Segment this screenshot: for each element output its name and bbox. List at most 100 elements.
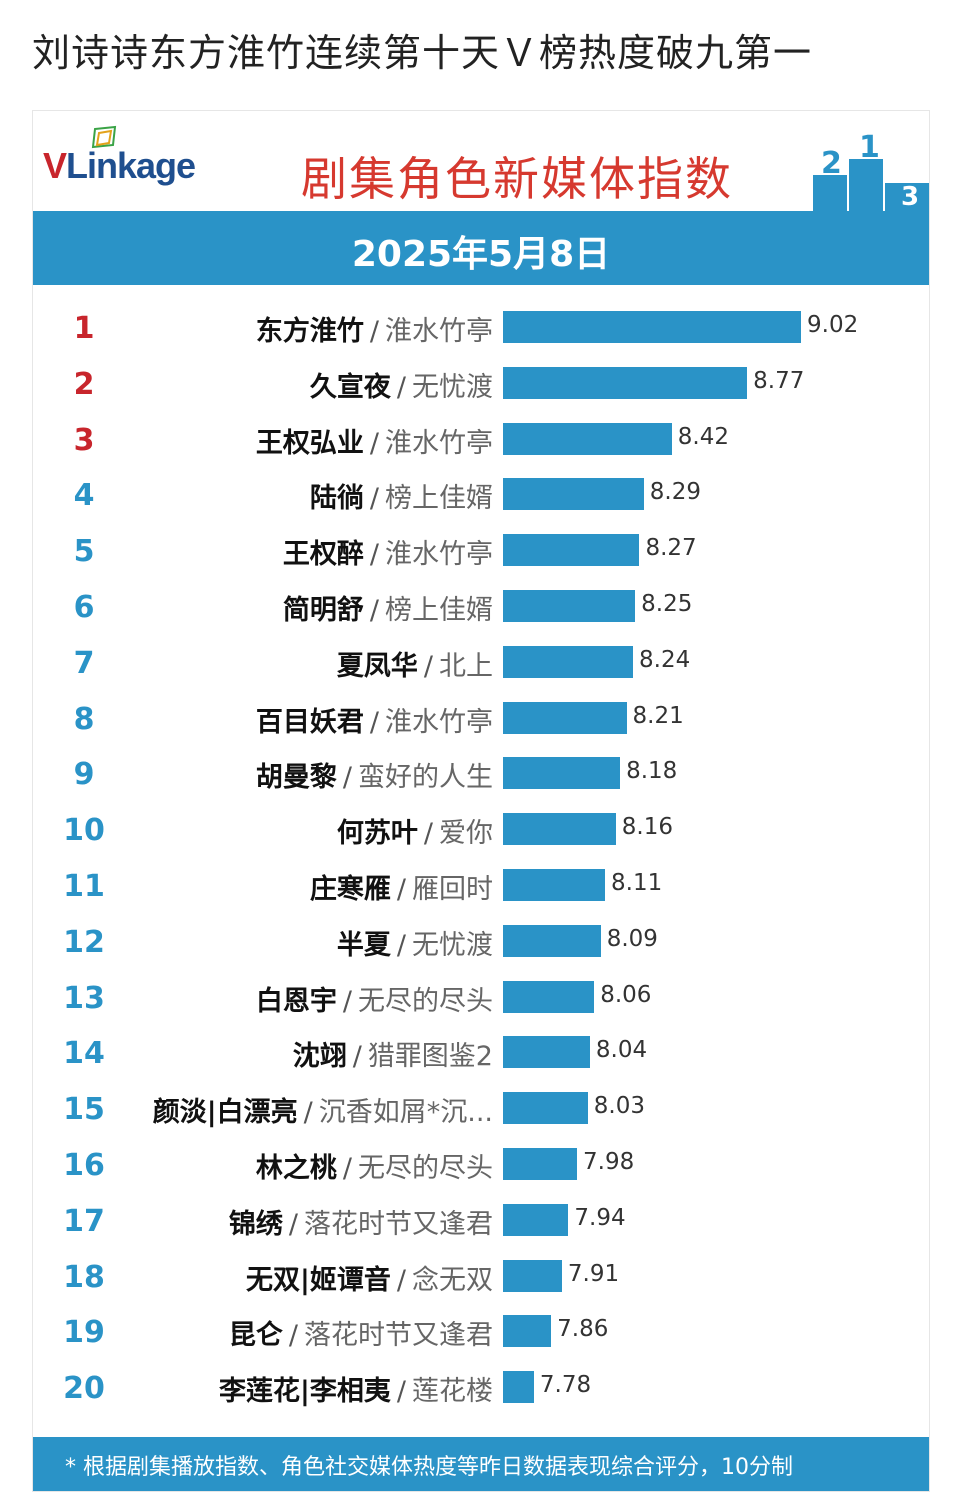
bar-value-label: 7.91	[567, 1260, 620, 1287]
bar-value-label: 8.03	[593, 1093, 645, 1120]
bar-value-label: 8.25	[641, 590, 693, 617]
row-label: 庄寒雁 / 雁回时	[310, 867, 493, 906]
bar	[503, 1147, 577, 1180]
row-label: 半夏 / 无忧渡	[337, 923, 493, 962]
label-separator: /	[423, 650, 433, 682]
label-separator: /	[369, 594, 379, 626]
vlinkage-logo: VLinkage	[43, 145, 196, 187]
label-separator: /	[342, 985, 352, 1017]
character-name: 陆徜	[309, 483, 364, 515]
show-title: 爱你	[439, 818, 493, 850]
rank-number: 5	[73, 534, 95, 570]
bar	[503, 1036, 590, 1069]
label-separator: /	[369, 427, 379, 459]
row-label: 百目妖君 / 淮水竹亭	[256, 700, 493, 739]
bar-value-label: 8.27	[645, 535, 697, 562]
chart-date: 2025年5月8日	[351, 234, 611, 275]
row-label: 颜淡|白漂亮 / 沉香如屑*沉...	[153, 1090, 493, 1129]
show-title: 北上	[439, 650, 493, 682]
podium-icon: 2 1 3	[813, 131, 929, 211]
show-title: 念无双	[412, 1264, 493, 1296]
rank-number: 8	[73, 701, 95, 737]
footer-note: * 根据剧集播放指数、角色社交媒体热度等昨日数据表现综合评分，10分制	[65, 1455, 793, 1480]
rank-number: 19	[63, 1315, 105, 1351]
bar	[503, 478, 644, 511]
label-separator: /	[288, 1320, 298, 1352]
rank-number: 7	[73, 645, 95, 681]
row-label: 白恩宇 / 无尽的尽头	[256, 979, 493, 1018]
bar	[503, 1315, 552, 1348]
label-separator: /	[369, 315, 379, 347]
bar-value-label: 8.21	[632, 702, 684, 729]
character-name: 庄寒雁	[309, 873, 391, 905]
show-title: 蛮好的人生	[358, 762, 493, 794]
bar	[503, 813, 616, 846]
footer-band: * 根据剧集播放指数、角色社交媒体热度等昨日数据表现综合评分，10分制	[33, 1437, 929, 1491]
bar	[503, 1092, 588, 1125]
label-separator: /	[369, 539, 379, 571]
show-title: 淮水竹亭	[385, 539, 493, 571]
show-title: 雁回时	[412, 873, 493, 905]
character-name: 久宣夜	[309, 371, 391, 403]
logo-text: Linkage	[66, 145, 196, 186]
rank-number: 4	[73, 478, 95, 514]
character-name: 李莲花|李相夷	[219, 1376, 391, 1408]
row-label: 锦绣 / 落花时节又逢君	[229, 1202, 493, 1241]
bar	[503, 757, 621, 790]
podium-digit-1: 1	[859, 131, 880, 165]
show-title: 淮水竹亭	[385, 315, 493, 347]
bar	[503, 1371, 534, 1404]
bar-value-label: 7.94	[574, 1204, 626, 1231]
rank-number: 17	[63, 1203, 105, 1239]
bar-value-label: 8.04	[595, 1037, 648, 1064]
bar-value-label: 7.98	[583, 1148, 635, 1175]
character-name: 简明舒	[282, 594, 364, 626]
row-label: 何苏叶 / 爱你	[337, 811, 493, 850]
label-separator: /	[396, 929, 406, 961]
label-separator: /	[369, 706, 379, 738]
bar	[503, 1259, 562, 1292]
label-separator: /	[303, 1097, 313, 1129]
bar	[503, 422, 672, 455]
label-separator: /	[369, 483, 379, 515]
row-label: 林之桃 / 无尽的尽头	[256, 1146, 493, 1185]
bar	[503, 310, 801, 343]
podium-digit-3: 3	[901, 182, 919, 211]
bar-value-label: 9.02	[807, 311, 859, 338]
show-title: 落花时节又逢君	[304, 1320, 493, 1352]
rank-number: 10	[63, 813, 105, 849]
bar-value-label: 8.11	[611, 869, 663, 896]
chart-title: 剧集角色新媒体指数	[301, 152, 733, 206]
bar	[503, 645, 633, 678]
row-label: 王权醉 / 淮水竹亭	[283, 532, 493, 571]
character-name: 无双|姬谭音	[246, 1264, 391, 1296]
logo-mark-icon	[91, 125, 117, 149]
bar-value-label: 8.09	[606, 925, 658, 952]
label-separator: /	[342, 762, 352, 794]
bar-value-label: 8.24	[639, 646, 691, 673]
bar-value-label: 8.29	[649, 479, 701, 506]
show-title: 无忧渡	[412, 371, 493, 403]
bar-value-label: 8.77	[753, 367, 805, 394]
show-title: 榜上佳婿	[385, 483, 493, 515]
rank-number: 6	[73, 589, 95, 625]
show-title: 无尽的尽头	[358, 985, 493, 1017]
row-label: 东方淮竹 / 淮水竹亭	[256, 309, 493, 348]
rank-number: 3	[73, 422, 95, 458]
rank-number: 9	[73, 757, 95, 793]
character-name: 百目妖君	[255, 706, 364, 738]
bar	[503, 980, 595, 1013]
show-title: 猎罪图鉴2	[367, 1041, 493, 1073]
character-name: 颜淡|白漂亮	[152, 1097, 298, 1129]
rank-number: 1	[73, 310, 95, 346]
rank-number: 13	[63, 980, 105, 1016]
bar-value-label: 8.18	[626, 758, 678, 785]
rank-number: 15	[63, 1092, 105, 1128]
label-separator: /	[396, 371, 406, 403]
row-label: 简明舒 / 榜上佳婿	[283, 588, 493, 627]
bar-value-label: 7.78	[539, 1372, 592, 1399]
label-separator: /	[352, 1041, 362, 1073]
rank-number: 16	[63, 1147, 105, 1183]
chart-card: VLinkage 剧集角色新媒体指数 2 1 3 2025年5月8日 1 东方淮竹…	[32, 110, 930, 1492]
bar	[503, 701, 627, 734]
